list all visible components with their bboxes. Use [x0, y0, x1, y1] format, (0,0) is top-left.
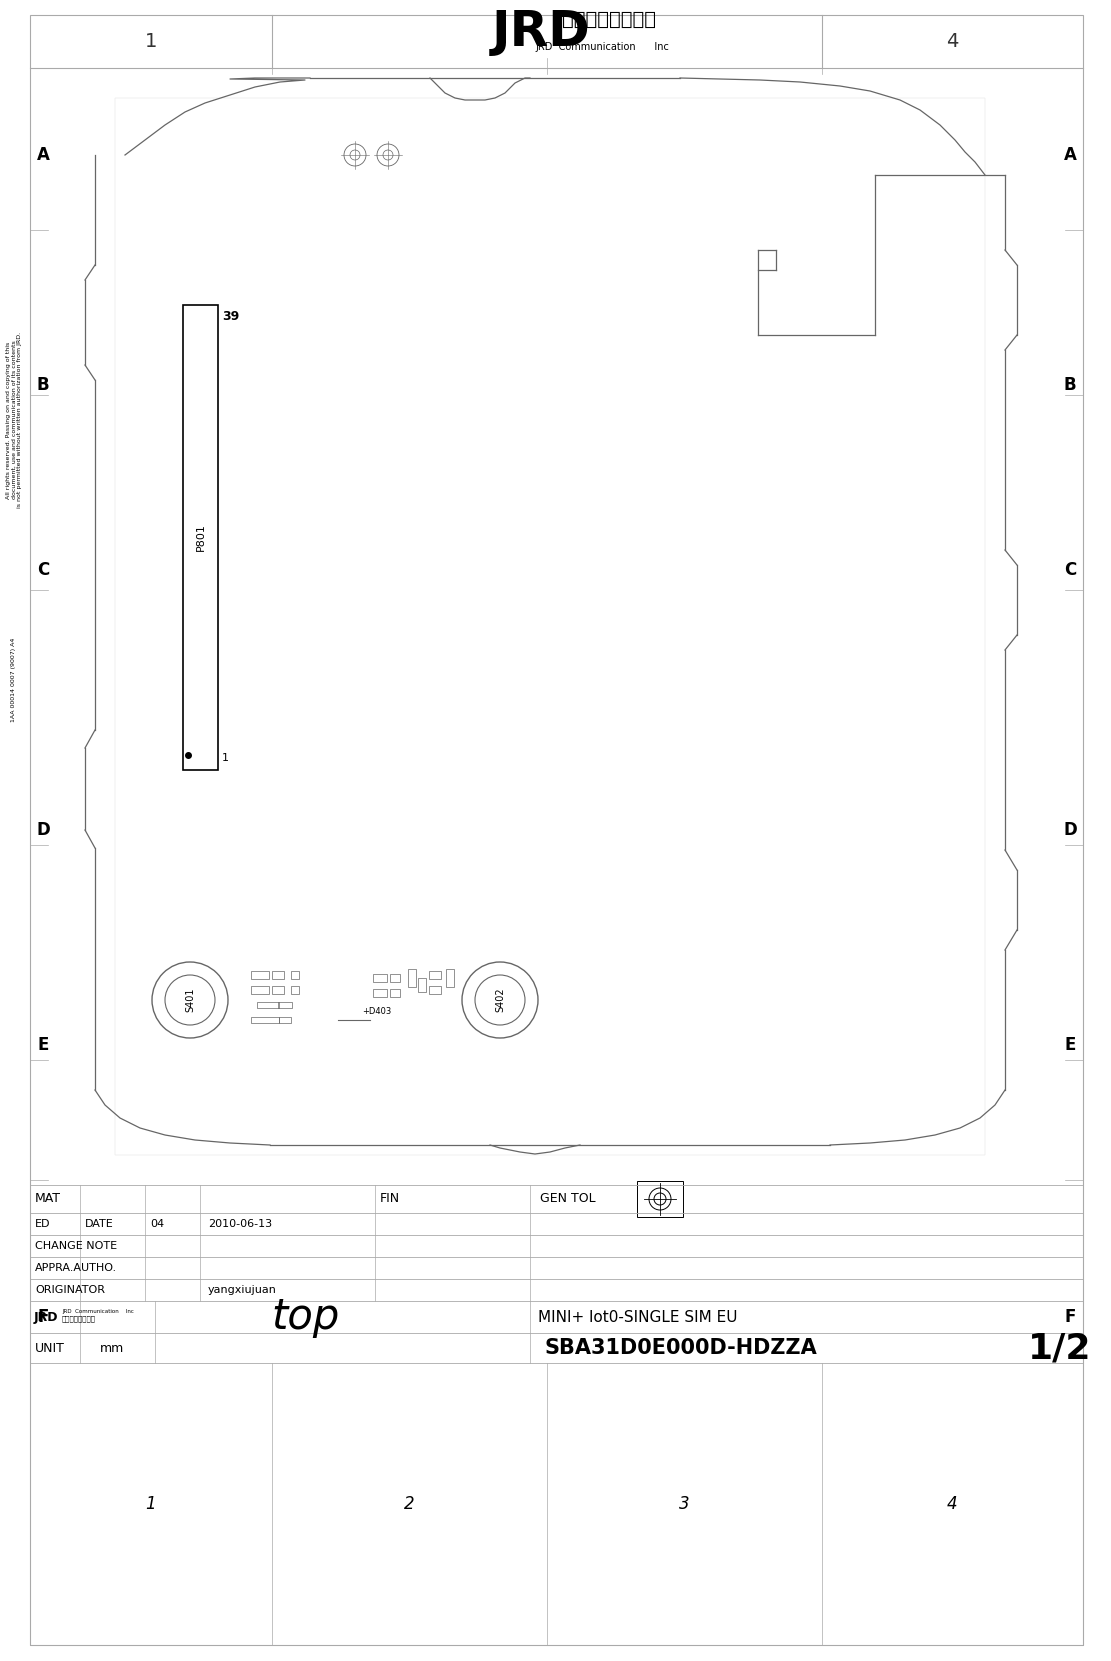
Text: 2: 2 — [404, 1495, 414, 1513]
Bar — [251, 987, 269, 993]
Text: yangxiujuan: yangxiujuan — [208, 1286, 277, 1296]
Text: 1/2: 1/2 — [1029, 1330, 1092, 1365]
Text: +D403: +D403 — [362, 1008, 391, 1017]
Text: top: top — [271, 1296, 339, 1339]
Text: 捧開通訊有限公司: 捧開通訊有限公司 — [62, 1316, 96, 1322]
Text: C: C — [1064, 561, 1077, 580]
Text: 2010-06-13: 2010-06-13 — [208, 1219, 272, 1229]
Text: UNIT: UNIT — [36, 1342, 64, 1354]
Bar — [278, 1002, 292, 1008]
Text: MINI+ lot0-SINGLE SIM EU: MINI+ lot0-SINGLE SIM EU — [538, 1309, 738, 1324]
Text: APPRA.AUTHO.: APPRA.AUTHO. — [36, 1262, 117, 1272]
Text: B: B — [37, 375, 49, 394]
Text: 3: 3 — [679, 1495, 690, 1513]
Text: A: A — [37, 146, 49, 164]
Bar — [373, 988, 387, 997]
Bar — [183, 306, 218, 771]
Text: B: B — [1063, 375, 1077, 394]
Text: CHANGE NOTE: CHANGE NOTE — [36, 1241, 117, 1251]
Bar — [429, 987, 441, 993]
Text: 4: 4 — [947, 32, 959, 51]
Text: 捧開通訊有限公司: 捧開通訊有限公司 — [562, 10, 655, 28]
Text: JRD  Communication    Inc: JRD Communication Inc — [62, 1309, 133, 1314]
Text: 1: 1 — [146, 1495, 157, 1513]
Text: ED: ED — [36, 1219, 50, 1229]
Text: mm: mm — [100, 1342, 124, 1354]
Text: 1: 1 — [144, 32, 157, 51]
Text: 4: 4 — [948, 1495, 958, 1513]
Text: E: E — [1064, 1036, 1075, 1055]
Bar — [272, 972, 284, 978]
Bar — [373, 973, 387, 982]
Text: DATE: DATE — [86, 1219, 113, 1229]
Bar — [251, 972, 269, 978]
Bar — [408, 968, 416, 987]
Bar — [291, 987, 299, 993]
Text: GEN TOL: GEN TOL — [540, 1193, 595, 1206]
Text: D: D — [37, 821, 50, 839]
Text: F: F — [1064, 1307, 1075, 1325]
Text: JRD  Communication      Inc: JRD Communication Inc — [536, 42, 669, 51]
Text: JRD: JRD — [492, 8, 591, 56]
Bar — [279, 1017, 291, 1023]
Text: D: D — [1063, 821, 1077, 839]
Text: F: F — [38, 1307, 49, 1325]
Text: 39: 39 — [222, 311, 239, 324]
Text: All rights reserved. Passing on and copying of this
document, use and communicat: All rights reserved. Passing on and copy… — [6, 332, 22, 508]
Text: MAT: MAT — [36, 1193, 61, 1206]
Text: S401: S401 — [186, 988, 196, 1012]
Bar — [291, 972, 299, 978]
Bar — [446, 968, 454, 987]
Bar — [390, 988, 400, 997]
Text: C: C — [37, 561, 49, 580]
Bar — [418, 978, 426, 992]
Text: 1: 1 — [222, 752, 229, 762]
Bar — [257, 1002, 279, 1008]
Text: A: A — [1063, 146, 1077, 164]
Text: E: E — [38, 1036, 49, 1055]
Text: P801: P801 — [196, 523, 206, 551]
Bar — [251, 1017, 279, 1023]
Bar — [116, 98, 985, 1154]
Text: JRD: JRD — [34, 1311, 59, 1324]
Text: FIN: FIN — [380, 1193, 400, 1206]
Bar — [272, 987, 284, 993]
Bar — [390, 973, 400, 982]
Text: S402: S402 — [496, 988, 506, 1012]
Text: SBA31D0E000D-HDZZA: SBA31D0E000D-HDZZA — [546, 1339, 818, 1359]
Bar — [429, 972, 441, 978]
Text: 04: 04 — [150, 1219, 164, 1229]
Text: 1AA 00014 0007 (9007) A4: 1AA 00014 0007 (9007) A4 — [11, 638, 17, 723]
Bar — [637, 1181, 683, 1218]
Text: ORIGINATOR: ORIGINATOR — [36, 1286, 106, 1296]
